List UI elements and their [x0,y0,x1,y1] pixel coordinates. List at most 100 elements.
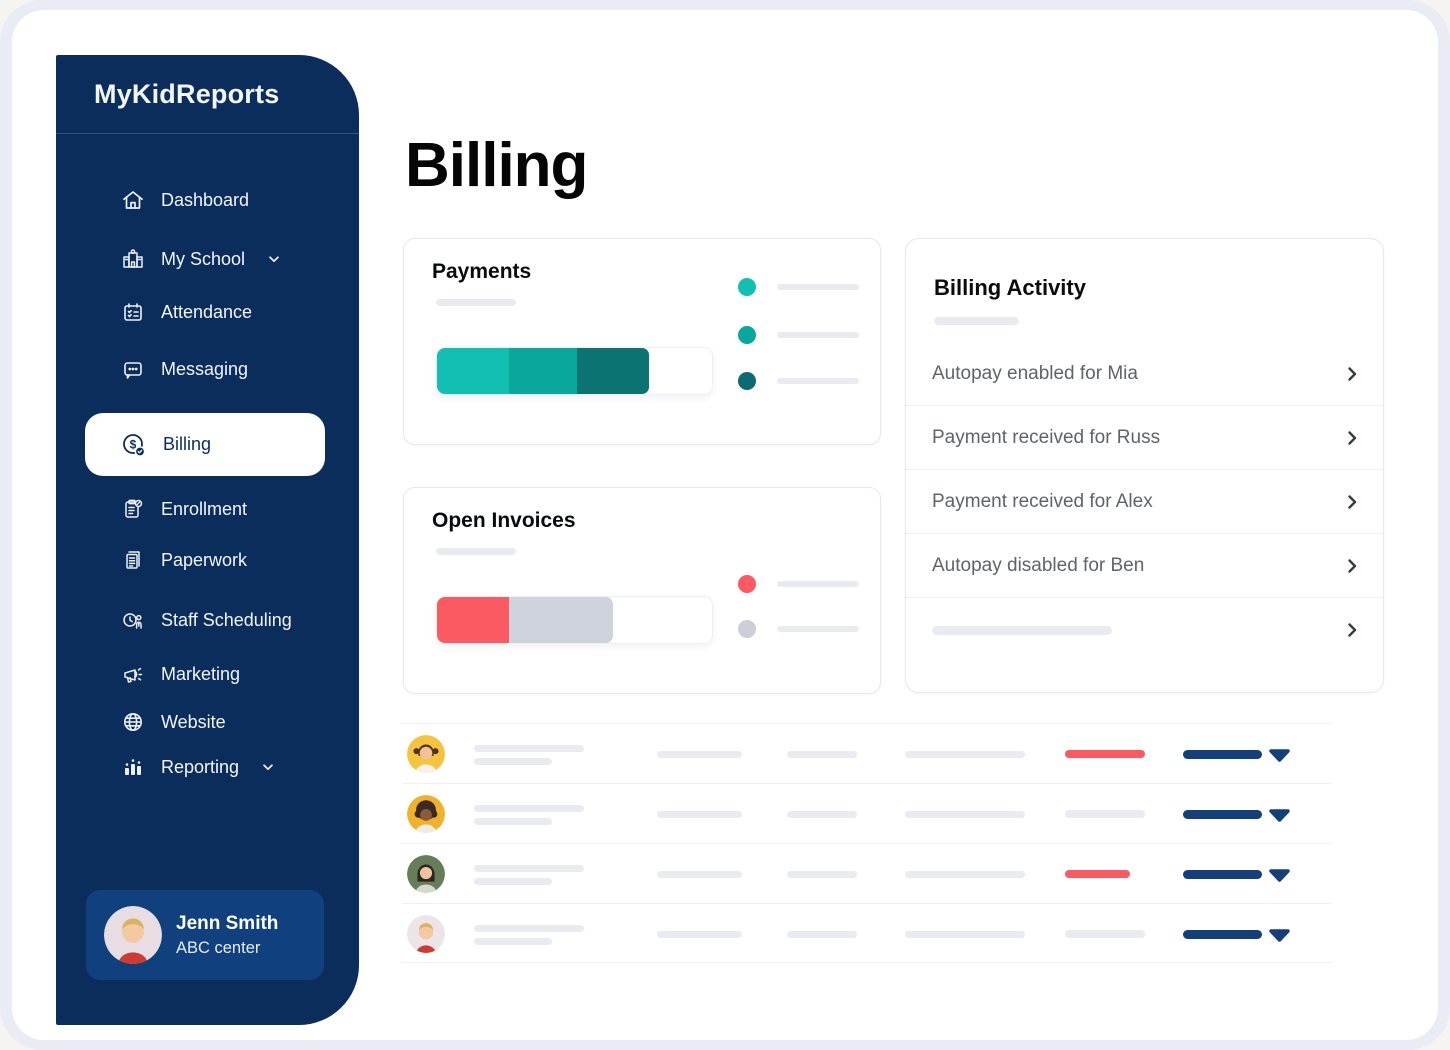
chevron-down-icon [261,760,275,774]
sidebar-item-messaging[interactable]: Messaging [85,349,341,389]
chevron-right-icon [1343,429,1361,447]
sidebar-item-label: Website [161,711,226,732]
cell-skeleton [657,871,742,878]
user-profile-card[interactable]: Jenn Smith ABC center [86,890,324,980]
subtitle-skeleton [436,548,516,555]
legend-label-skeleton [777,378,859,384]
clock-person-icon [120,607,146,633]
payments-bar-segment [508,348,578,394]
sidebar-item-dashboard[interactable]: Dashboard [85,180,341,220]
cell-skeleton [905,751,1025,758]
students-billing-table [402,723,1332,963]
billing-activity-list: Autopay enabled for Mia Payment received… [906,342,1383,662]
user-avatar [104,906,162,964]
student-avatar [407,795,445,833]
billing-activity-item[interactable]: Payment received for Alex [906,470,1383,534]
app-logo: MyKidReports [56,55,359,134]
student-avatar [407,735,445,773]
sidebar-item-label: Enrollment [161,498,248,519]
activity-item-label: Payment received for Alex [932,490,1153,512]
billing-icon: $ [120,431,148,459]
cell-skeleton [474,805,584,812]
invoices-bar-segment [437,597,509,643]
billing-activity-item[interactable]: Payment received for Russ [906,406,1383,470]
legend-label-skeleton [777,581,859,587]
row-action-dropdown[interactable] [1183,750,1262,759]
sidebar-item-marketing[interactable]: Marketing [85,654,341,694]
activity-item-label: Payment received for Russ [932,426,1161,448]
cell-skeleton [474,758,552,765]
legend-item [738,575,859,593]
sidebar-item-enrollment[interactable]: Enrollment [85,489,341,529]
bar-chart-icon [120,754,146,780]
sidebar-item-label: Marketing [161,663,241,684]
table-row[interactable] [402,783,1332,843]
chevron-right-icon [1343,493,1361,511]
sidebar-item-billing-active[interactable]: $ Billing [85,413,325,476]
invoices-bar-segment [508,597,613,643]
billing-activity-item[interactable]: Autopay enabled for Mia [906,342,1383,406]
caret-down-icon[interactable] [1268,748,1291,762]
cell-skeleton [787,811,857,818]
sidebar-item-reporting[interactable]: Reporting [85,747,341,787]
table-row[interactable] [402,843,1332,903]
billing-activity-item[interactable]: Autopay disabled for Ben [906,534,1383,598]
cell-skeleton [474,745,584,752]
sidebar-item-paperwork[interactable]: Paperwork [85,540,341,580]
chevron-right-icon [1343,621,1361,639]
sidebar-item-my-school[interactable]: My School [85,239,341,279]
status-pill [1065,750,1145,758]
row-action-dropdown[interactable] [1183,930,1262,939]
globe-icon [120,709,146,735]
activity-item-label: Autopay disabled for Ben [932,554,1145,576]
sidebar-item-website[interactable]: Website [85,702,341,742]
sidebar-item-attendance[interactable]: Attendance [85,292,341,332]
cell-skeleton [905,931,1025,938]
cell-skeleton [787,751,857,758]
legend-item [738,372,859,390]
caret-down-icon[interactable] [1268,868,1291,882]
student-avatar [407,855,445,893]
legend-label-skeleton [777,284,859,290]
chevron-right-icon [1343,557,1361,575]
open-invoices-card: Open Invoices [403,487,881,694]
open-invoices-progress-bar [436,596,713,644]
caret-down-icon[interactable] [1268,928,1291,942]
legend-dot [738,620,756,638]
row-action-dropdown[interactable] [1183,810,1262,819]
cell-skeleton [787,931,857,938]
subtitle-skeleton [934,317,1019,325]
payments-bar-segment [437,348,509,394]
legend-item [738,278,859,296]
open-invoices-card-title: Open Invoices [432,509,576,532]
student-avatar [407,915,445,953]
payments-card: Payments [403,238,881,445]
status-pill [1065,870,1130,878]
sidebar-item-label: Attendance [161,301,253,322]
subtitle-skeleton [436,299,516,306]
row-action-dropdown[interactable] [1183,870,1262,879]
billing-activity-title: Billing Activity [934,275,1086,300]
cell-skeleton [474,865,584,872]
megaphone-icon [120,661,146,687]
status-pill [1065,930,1145,938]
legend-label-skeleton [777,626,859,632]
legend-item [738,620,859,638]
cell-skeleton [474,925,584,932]
table-row[interactable] [402,723,1332,783]
cell-skeleton [657,751,742,758]
sidebar-item-label: Billing [163,434,212,454]
sidebar: MyKidReports Dashboard My School [56,55,359,1025]
calendar-icon [120,299,146,325]
sidebar-item-staff-scheduling[interactable]: Staff Scheduling [85,600,341,640]
cell-skeleton [905,871,1025,878]
page-title: Billing [405,131,588,200]
page-background: MyKidReports Dashboard My School [12,10,1438,1040]
cell-skeleton [657,811,742,818]
activity-label-skeleton [932,625,1112,635]
chevron-right-icon [1343,365,1361,383]
payments-card-title: Payments [432,260,532,283]
billing-activity-item-skeleton[interactable] [906,598,1383,662]
caret-down-icon[interactable] [1268,808,1291,822]
table-row[interactable] [402,903,1332,963]
